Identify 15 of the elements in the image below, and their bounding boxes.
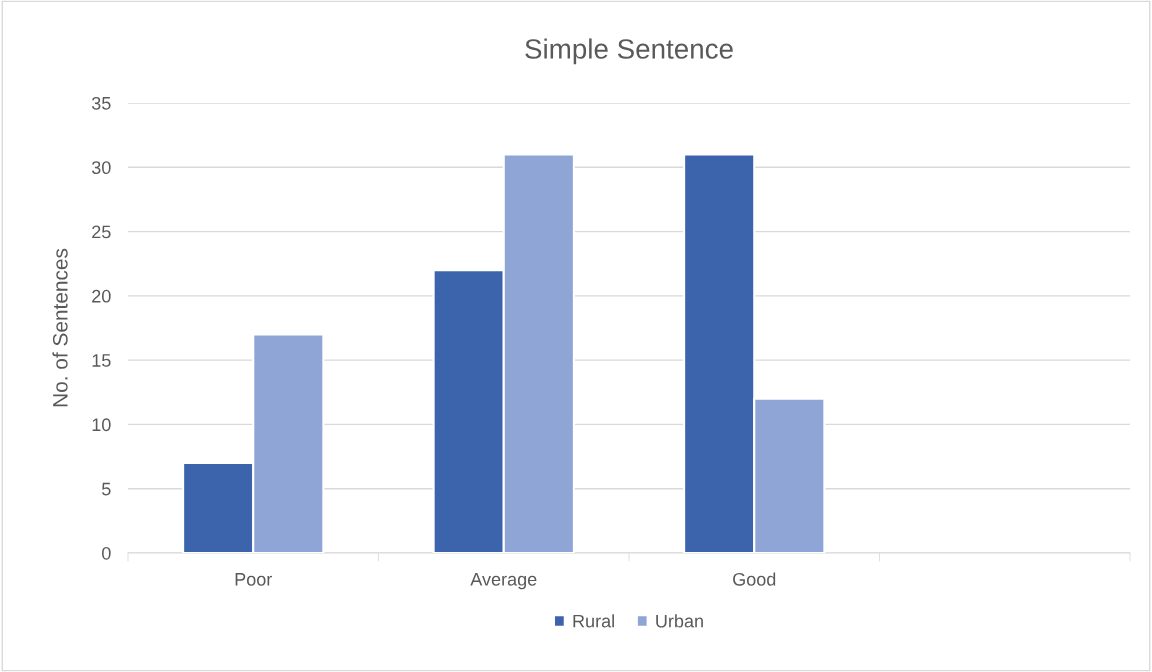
chart-title: Simple Sentence bbox=[525, 38, 733, 65]
y-tick-label: 0 bbox=[102, 546, 111, 560]
y-tick-label: 15 bbox=[92, 354, 111, 367]
y-tick-label: 20 bbox=[92, 289, 111, 303]
y-tick-label: 5 bbox=[102, 482, 111, 496]
x-tick-label: Average bbox=[470, 573, 537, 590]
x-tick-label: Good bbox=[733, 572, 776, 586]
y-axis-title: No. of Sentences bbox=[52, 248, 68, 407]
y-tick-label: 30 bbox=[91, 161, 111, 175]
x-tick-label: Poor bbox=[235, 573, 273, 586]
legend-label: Rural bbox=[573, 614, 614, 628]
y-tick-label: 25 bbox=[92, 225, 111, 239]
y-tick-label: 35 bbox=[91, 96, 111, 110]
y-tick-label: 10 bbox=[92, 418, 111, 432]
legend-label: Urban bbox=[656, 614, 703, 628]
